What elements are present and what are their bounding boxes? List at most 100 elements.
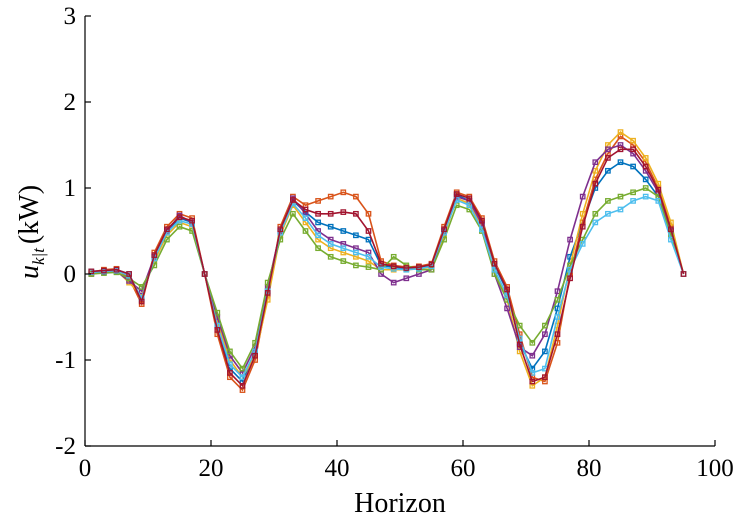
series-1 bbox=[88, 159, 687, 385]
y-axis-label-subscript: k|t bbox=[29, 247, 48, 265]
data-point bbox=[189, 217, 195, 224]
data-point bbox=[642, 185, 649, 191]
data-point bbox=[655, 186, 662, 193]
data-point bbox=[327, 193, 334, 200]
data-point bbox=[353, 210, 359, 217]
x-axis-label: Horizon bbox=[354, 488, 446, 519]
data-point bbox=[277, 226, 284, 233]
data-point bbox=[466, 202, 473, 209]
data-point bbox=[655, 198, 662, 204]
data-point bbox=[239, 374, 246, 381]
x-tick-label: 80 bbox=[577, 455, 602, 482]
y-tick-label: -2 bbox=[55, 433, 76, 460]
data-point bbox=[176, 223, 183, 230]
y-axis-label-symbol: u bbox=[14, 265, 45, 279]
data-point bbox=[605, 146, 611, 153]
data-point bbox=[340, 245, 347, 252]
series-7 bbox=[88, 146, 687, 389]
data-point bbox=[214, 309, 221, 316]
data-point bbox=[151, 252, 158, 258]
data-point bbox=[668, 226, 674, 233]
data-point bbox=[542, 322, 548, 329]
data-point bbox=[340, 258, 347, 264]
x-tick-label: 60 bbox=[451, 455, 476, 482]
data-point bbox=[680, 271, 687, 277]
data-point bbox=[642, 155, 649, 161]
y-tick-label: 1 bbox=[64, 175, 77, 202]
data-point bbox=[516, 335, 523, 342]
y-axis-label-unit: (kW) bbox=[14, 185, 45, 244]
series-line bbox=[91, 131, 685, 388]
data-point bbox=[201, 271, 208, 277]
data-point bbox=[605, 167, 611, 174]
data-point bbox=[542, 374, 548, 381]
data-point bbox=[529, 352, 536, 359]
data-point bbox=[239, 382, 246, 389]
data-point bbox=[327, 210, 334, 217]
data-point bbox=[592, 210, 599, 217]
data-point bbox=[302, 228, 309, 234]
data-point bbox=[365, 210, 372, 217]
data-point bbox=[592, 219, 599, 226]
data-point bbox=[290, 210, 296, 217]
data-point bbox=[264, 290, 271, 296]
data-point bbox=[403, 265, 410, 271]
x-tick-label: 40 bbox=[325, 455, 350, 482]
data-point bbox=[516, 341, 523, 348]
data-point bbox=[327, 253, 334, 260]
data-point bbox=[630, 189, 636, 196]
data-point bbox=[529, 339, 536, 346]
data-point bbox=[630, 146, 636, 153]
x-tick-label: 0 bbox=[79, 455, 92, 482]
y-tick-label: 2 bbox=[64, 89, 77, 116]
y-axis-label: uk|t (kW) bbox=[14, 185, 48, 279]
data-point bbox=[579, 210, 586, 217]
y-tick-label: 0 bbox=[64, 261, 77, 288]
data-point bbox=[315, 232, 321, 239]
data-point bbox=[315, 219, 321, 226]
data-point bbox=[101, 267, 107, 274]
data-point bbox=[365, 264, 372, 270]
data-point bbox=[365, 228, 372, 234]
data-point bbox=[605, 198, 611, 204]
data-point bbox=[302, 215, 309, 221]
data-point bbox=[504, 286, 510, 293]
data-point bbox=[315, 198, 321, 204]
data-point bbox=[239, 365, 246, 372]
data-point bbox=[630, 198, 636, 204]
data-point bbox=[113, 266, 120, 273]
data-point bbox=[554, 331, 561, 338]
data-point bbox=[327, 241, 334, 247]
data-point bbox=[290, 197, 296, 203]
data-point bbox=[592, 159, 599, 166]
data-point bbox=[390, 253, 397, 260]
data-point bbox=[353, 262, 359, 269]
data-point bbox=[655, 180, 662, 187]
data-point bbox=[428, 261, 435, 268]
data-point bbox=[491, 260, 498, 267]
data-point bbox=[554, 296, 561, 303]
data-point bbox=[353, 232, 359, 239]
data-point bbox=[227, 348, 233, 355]
data-point bbox=[642, 193, 649, 200]
data-point bbox=[592, 167, 599, 174]
y-tick-label: 3 bbox=[64, 3, 77, 30]
data-point bbox=[340, 209, 347, 215]
data-point bbox=[88, 268, 95, 275]
data-point bbox=[605, 210, 611, 217]
data-point bbox=[176, 214, 183, 221]
data-point bbox=[138, 284, 145, 290]
y-ticks: -2 -1 0 1 2 3 bbox=[55, 3, 91, 460]
x-tick-label: 20 bbox=[199, 455, 224, 482]
data-point bbox=[617, 193, 624, 200]
data-point bbox=[592, 180, 599, 187]
data-point bbox=[504, 292, 510, 299]
data-point bbox=[579, 241, 586, 247]
data-point bbox=[453, 191, 460, 197]
data-point bbox=[617, 159, 624, 166]
data-point bbox=[365, 253, 372, 260]
data-point bbox=[428, 266, 435, 273]
data-point bbox=[315, 245, 321, 252]
data-point bbox=[390, 279, 397, 286]
